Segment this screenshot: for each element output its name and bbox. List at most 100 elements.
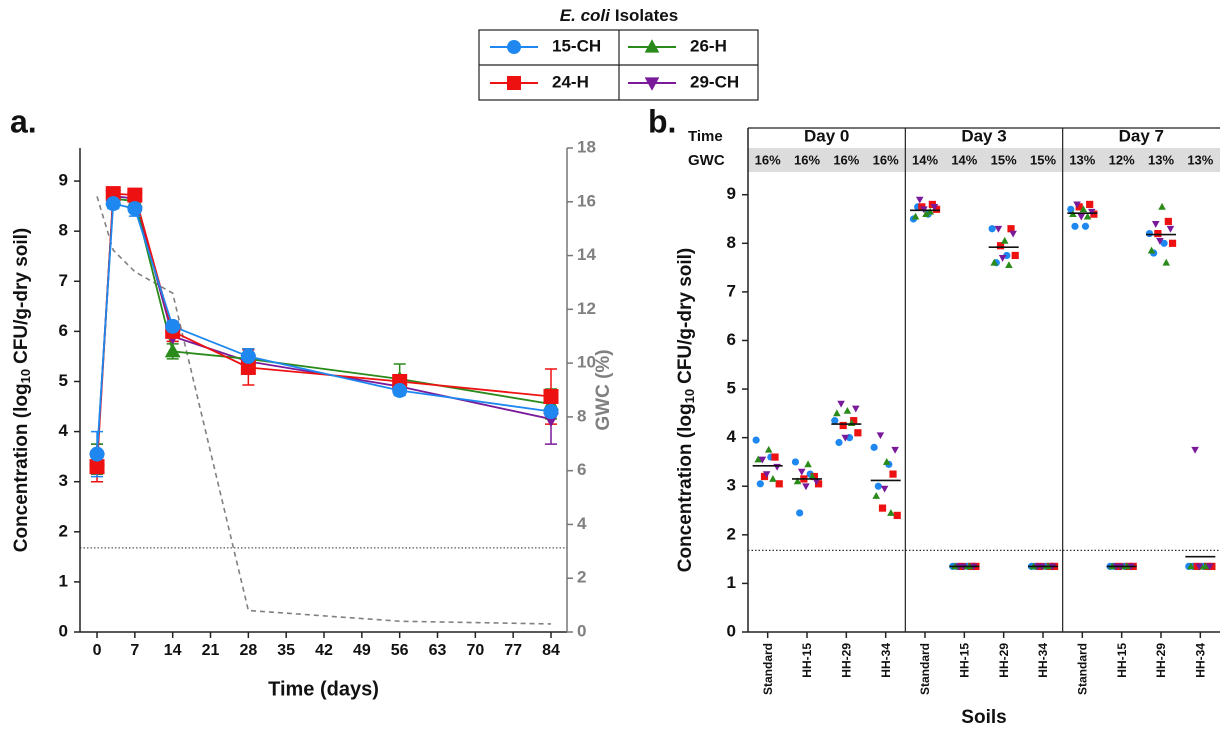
y-tick-label: 7	[727, 281, 736, 300]
data-point	[988, 225, 996, 233]
gwc-label: 15%	[991, 152, 1017, 167]
gwc-label: 13%	[1187, 152, 1213, 167]
y2-tick-label: 2	[577, 568, 586, 587]
data-point	[880, 485, 889, 493]
gwc-label: 16%	[794, 152, 820, 167]
legend-title: E. coli Isolates	[560, 6, 678, 25]
y-label-part: CFU/g-dry soil)	[11, 228, 32, 364]
data-point	[1000, 236, 1009, 244]
legend-marker	[644, 77, 660, 91]
x-tick-label: HH-15	[1115, 643, 1129, 678]
y-tick-label: 0	[727, 621, 736, 640]
data-point	[89, 446, 105, 462]
x-tick-label: 49	[353, 642, 371, 659]
data-point	[796, 509, 804, 517]
x-tick-label: Standard	[761, 643, 775, 695]
data-point	[764, 445, 773, 453]
data-point	[1191, 446, 1199, 454]
data-point	[791, 458, 800, 466]
x-tick-label: HH-34	[1036, 643, 1050, 678]
data-point	[1073, 201, 1081, 209]
data-point	[990, 258, 998, 266]
group-label: Day 0	[804, 126, 849, 145]
legend-title-part: Isolates	[615, 6, 678, 25]
data-point	[814, 480, 823, 488]
gwc-label: 14%	[912, 152, 938, 167]
gwc-band	[748, 148, 1220, 172]
group-label: Day 7	[1119, 126, 1164, 145]
series-line	[96, 192, 552, 467]
data-point	[240, 348, 256, 364]
data-point	[802, 483, 810, 491]
legend-label: 26-H	[690, 36, 727, 55]
data-point	[773, 463, 781, 471]
data-point	[852, 405, 860, 413]
y-label-sub: 10	[682, 389, 697, 403]
data-point	[127, 187, 143, 203]
gwc-label: 14%	[951, 152, 977, 167]
y-tick-label: 4	[59, 421, 69, 440]
data-point	[762, 471, 771, 479]
y-tick-label: 8	[59, 221, 68, 240]
data-point	[1079, 205, 1088, 213]
x-tick-label: 77	[504, 642, 522, 659]
data-point	[889, 470, 897, 478]
legend-label: 24-H	[552, 72, 589, 91]
gwc-label: 15%	[1030, 152, 1056, 167]
x-tick-label: 84	[542, 642, 560, 659]
gwc-label: 16%	[833, 152, 859, 167]
data-point	[932, 205, 941, 213]
series-line	[96, 197, 552, 460]
data-point	[769, 474, 777, 482]
y-label-part: Concentration (log	[11, 383, 32, 552]
gwc-label: 16%	[755, 152, 781, 167]
x-tick-label: 28	[239, 642, 257, 659]
data-point	[874, 482, 882, 490]
data-point	[882, 457, 891, 465]
x-tick-label: HH-34	[1194, 643, 1208, 678]
data-point	[1075, 203, 1083, 211]
legend-label: 29-CH	[690, 72, 739, 91]
y-label-sub: 10	[18, 369, 33, 383]
y2-tick-label: 6	[577, 460, 586, 479]
series-line	[96, 202, 552, 455]
x-tick-label: 63	[429, 642, 447, 659]
data-point	[841, 434, 850, 442]
x-axis-label: Soils	[961, 707, 1006, 728]
y-tick-label: 5	[727, 379, 736, 398]
data-point	[1156, 237, 1164, 245]
data-point	[812, 478, 821, 486]
x-axis-label: Time (days)	[268, 678, 379, 700]
data-point	[1160, 239, 1168, 247]
data-point	[831, 417, 839, 425]
gwc-label: 13%	[1069, 152, 1095, 167]
y-label-part: CFU/g-dry soil)	[675, 248, 696, 384]
x-tick-label: 0	[93, 642, 102, 659]
y-tick-label: 9	[727, 184, 736, 203]
data-point	[127, 201, 143, 217]
x-tick-label: HH-15	[958, 643, 972, 678]
data-point	[1081, 222, 1090, 230]
x-tick-label: 7	[130, 642, 139, 659]
data-point	[839, 421, 847, 430]
data-point	[1168, 239, 1177, 247]
data-point	[1147, 246, 1156, 254]
data-point	[1007, 225, 1015, 233]
data-point	[543, 389, 559, 405]
series-line	[96, 195, 552, 460]
header-label: GWC	[688, 152, 725, 169]
data-point	[835, 438, 843, 447]
data-point	[1088, 208, 1096, 216]
data-point	[1166, 225, 1175, 233]
data-point	[1154, 229, 1162, 238]
data-point	[891, 446, 899, 454]
y-label-part: Concentration (log	[675, 403, 696, 572]
data-point	[837, 400, 845, 408]
data-point	[878, 504, 887, 512]
data-point	[843, 406, 852, 414]
data-point	[911, 212, 920, 220]
data-point	[872, 491, 880, 499]
y2-axis-label: GWC (%)	[593, 349, 614, 430]
y-tick-label: 3	[727, 476, 736, 495]
